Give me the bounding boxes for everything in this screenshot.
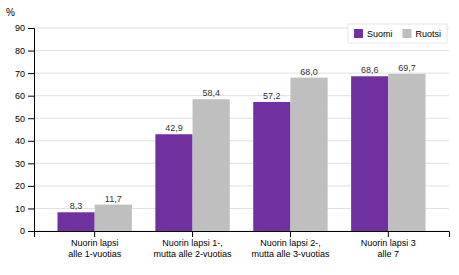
x-tick-label-line: alle 7 [378,249,400,259]
x-axis: Nuorin lapsialle 1-vuotias Nuorin lapsi 1… [35,231,450,259]
y-tick-mark [28,163,34,164]
data-label: 11,7 [105,194,122,204]
x-tick-label-line: alle 1-vuotias [68,249,122,259]
chart-svg: 0 10 20 30 40 50 60 70 80 90 Nuorin lapsialle 1-vu… [0,0,459,275]
y-tick-mark [28,73,34,74]
x-tick-label: Nuorin lapsi 1-,mutta alle 2-vuotias [154,238,233,258]
bar [351,76,388,231]
x-tick-label: Nuorin lapsi 3alle 7 [361,238,416,258]
data-labels: 8,3 42,9 57,2 68,6 11,7 58,4 68,0 69,7 [70,63,416,211]
y-tick-mark [28,186,34,187]
y-tick: 10 [15,204,34,214]
bar [155,134,192,231]
y-tick: 20 [15,181,34,191]
x-tick-mark [290,231,291,237]
data-label: 69,7 [398,63,416,73]
data-label: 68,0 [300,67,318,77]
bar [388,74,425,231]
y-tick-label: 0 [20,226,25,236]
bar [95,205,132,231]
y-tick-label: 10 [15,204,25,214]
y-tick-mark [28,141,34,142]
y-tick: 40 [15,136,34,146]
legend: Suomi Ruotsi [348,24,447,43]
y-tick-mark [28,51,34,52]
legend-label: Ruotsi [415,29,441,39]
y-axis: 0 10 20 30 40 50 60 70 80 90 [15,23,35,236]
x-tick-label-line: Nuorin lapsi 3 [361,238,416,248]
bar [57,212,94,231]
y-tick-label: 60 [15,91,25,101]
x-tick-label-line: Nuorin lapsi 1-, [162,238,223,248]
y-tick-label: 20 [15,181,25,191]
y-tick-label: 30 [15,159,25,169]
y-axis-title: % [6,7,15,18]
data-label: 58,4 [202,88,220,98]
x-tick-label-line: mutta alle 2-vuotias [154,249,233,259]
legend-item: Suomi [354,29,393,39]
y-tick-mark [28,28,34,29]
y-tick: 0 [20,226,34,236]
data-label: 68,6 [361,65,379,75]
data-label: 8,3 [70,201,83,211]
plot: 0 10 20 30 40 50 60 70 80 90 Nuorin lapsialle 1-vu… [15,23,450,258]
y-tick-mark [28,208,34,209]
y-tick-label: 80 [15,46,25,56]
y-tick-mark [28,231,34,232]
x-tick: Nuorin lapsi 3alle 7 [361,231,416,259]
y-tick-label: 50 [15,114,25,124]
y-tick: 60 [15,91,34,101]
y-tick-label: 40 [15,136,25,146]
x-tick-mark [388,231,389,237]
bar [193,99,230,231]
x-axis-line [35,232,450,238]
y-tick: 70 [15,68,34,78]
legend-swatch [402,29,411,38]
y-tick: 90 [15,23,34,33]
grid [34,28,449,231]
x-tick-mark [192,231,193,237]
legend-item: Ruotsi [402,29,441,39]
grid-line [34,73,449,74]
data-label: 42,9 [165,123,183,133]
y-tick-label: 90 [15,23,25,33]
x-tick: Nuorin lapsi 1-,mutta alle 2-vuotias [154,231,233,259]
x-tick-label-line: mutta alle 3-vuotias [251,249,330,259]
x-tick: Nuorin lapsi 2-,mutta alle 3-vuotias [251,231,330,259]
x-tick-label-line: Nuorin lapsi 2-, [260,238,321,248]
data-label: 57,2 [263,91,281,101]
x-tick-mark [94,231,95,237]
y-tick-mark [28,96,34,97]
y-tick: 50 [15,114,34,124]
y-tick: 30 [15,159,34,169]
y-tick-label: 70 [15,68,25,78]
grid-line [34,50,449,51]
bar [253,102,290,231]
y-tick: 80 [15,46,34,56]
x-tick: Nuorin lapsialle 1-vuotias [68,231,122,259]
x-tick-label: Nuorin lapsialle 1-vuotias [68,238,122,258]
legend-label: Suomi [367,29,393,39]
legend-swatch [354,29,363,38]
x-tick-label: Nuorin lapsi 2-,mutta alle 3-vuotias [251,238,330,258]
y-tick-mark [28,118,34,119]
bars [57,74,425,231]
bar [290,78,327,231]
x-tick-label-line: Nuorin lapsi [71,238,119,248]
y-axis-line [28,29,35,232]
legend-frame [348,24,447,43]
